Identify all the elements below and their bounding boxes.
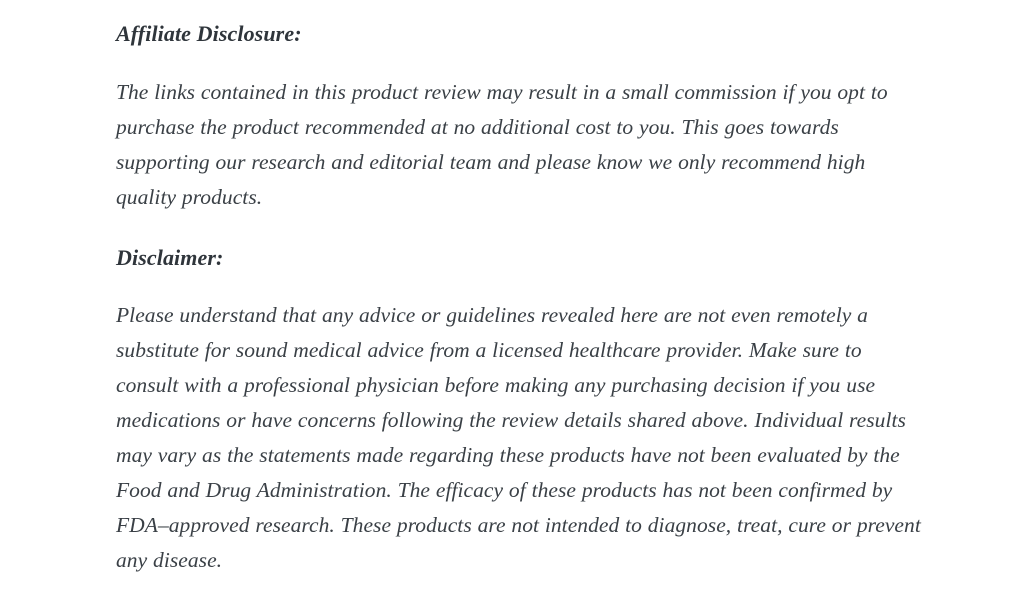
affiliate-disclosure-section: Affiliate Disclosure: The links containe… (116, 0, 924, 215)
disclaimer-heading-wrapper: Disclaimer: (116, 215, 924, 273)
disclaimer-paragraph: Please understand that any advice or gui… (116, 303, 921, 572)
affiliate-disclosure-heading-wrapper: Affiliate Disclosure: (116, 0, 924, 49)
affiliate-disclosure-body-wrapper: The links contained in this product revi… (116, 49, 924, 215)
affiliate-disclosure-heading: Affiliate Disclosure: (116, 21, 302, 46)
disclaimer-section: Disclaimer: Please understand that any a… (116, 215, 924, 578)
disclaimer-body-wrapper: Please understand that any advice or gui… (116, 273, 924, 578)
disclaimer-heading: Disclaimer: (116, 245, 224, 270)
content-column: Affiliate Disclosure: The links containe… (116, 0, 924, 578)
affiliate-disclosure-paragraph: The links contained in this product revi… (116, 80, 888, 209)
